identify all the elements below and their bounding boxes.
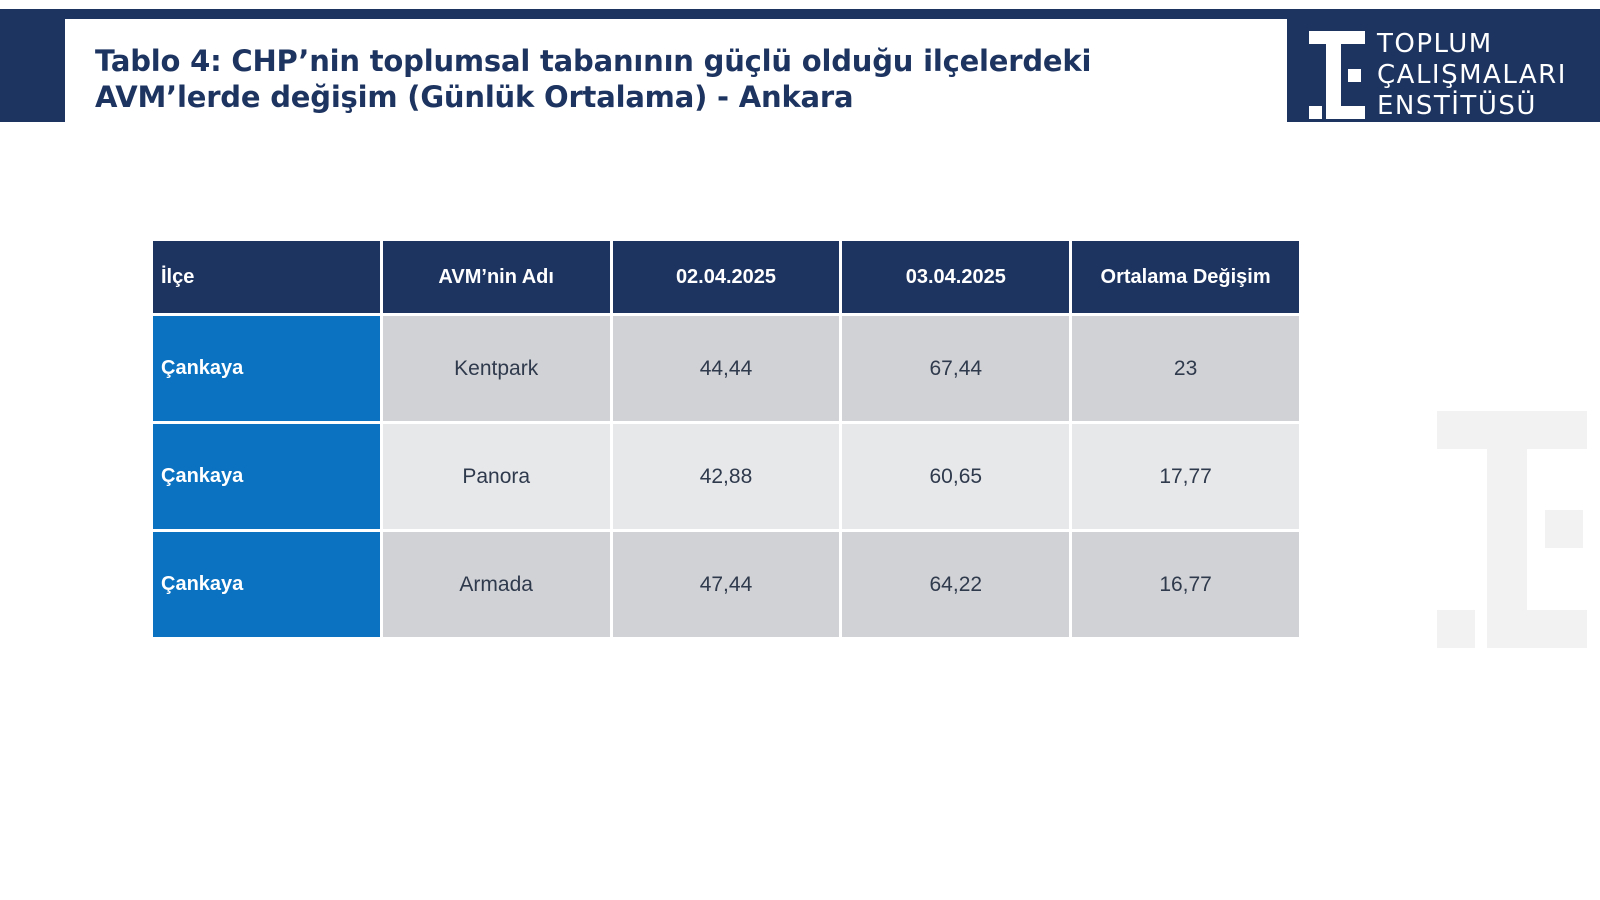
column-header-date-2: 03.04.2025 [839, 238, 1073, 316]
logo-line-1: TOPLUM [1377, 29, 1493, 59]
district-cell: Çankaya [150, 421, 383, 532]
district-cell: Çankaya [150, 529, 383, 640]
column-header-date-1: 02.04.2025 [609, 238, 843, 316]
date-1-value-cell: 47,44 [609, 529, 843, 640]
mall-name-cell: Armada [379, 529, 613, 640]
page-title-line-2: AVM’lerde değişim (Günlük Ortalama) - An… [95, 80, 854, 114]
mall-name-cell: Kentpark [379, 313, 613, 424]
column-header-district: İlçe [150, 238, 383, 316]
average-change-cell: 17,77 [1069, 421, 1302, 532]
average-change-cell: 16,77 [1069, 529, 1302, 640]
mall-name-cell: Panora [379, 421, 613, 532]
date-2-value-cell: 60,65 [839, 421, 1073, 532]
table-row: Çankaya Kentpark 44,44 67,44 23 [150, 313, 1302, 424]
average-change-cell: 23 [1069, 313, 1302, 424]
district-cell: Çankaya [150, 313, 383, 424]
table-header-row: İlçe AVM’nin Adı 02.04.2025 03.04.2025 O… [150, 238, 1302, 316]
column-header-change: Ortalama Değişim [1069, 238, 1302, 316]
table-row: Çankaya Panora 42,88 60,65 17,77 [150, 421, 1302, 532]
date-1-value-cell: 44,44 [609, 313, 843, 424]
table-row: Çankaya Armada 47,44 64,22 16,77 [150, 529, 1302, 640]
institute-name: TOPLUM ÇALIŞMALARI ENSTİTÜSÜ [1377, 29, 1567, 122]
title-box: Tablo 4: CHP’nin toplumsal tabanının güç… [65, 19, 1287, 130]
column-header-mall: AVM’nin Adı [379, 238, 613, 316]
logo-line-2: ÇALIŞMALARI [1377, 60, 1567, 90]
header-bar: Tablo 4: CHP’nin toplumsal tabanının güç… [0, 9, 1600, 130]
date-2-value-cell: 64,22 [839, 529, 1073, 640]
logo-line-3: ENSTİTÜSÜ [1377, 91, 1537, 121]
institute-logo: TOPLUM ÇALIŞMALARI ENSTİTÜSÜ [1309, 29, 1589, 121]
mall-change-table: İlçe AVM’nin Adı 02.04.2025 03.04.2025 O… [150, 238, 1302, 640]
date-2-value-cell: 67,44 [839, 313, 1073, 424]
institute-logo-icon [1309, 31, 1365, 119]
page-title-line-1: Tablo 4: CHP’nin toplumsal tabanının güç… [95, 44, 1092, 78]
date-1-value-cell: 42,88 [609, 421, 843, 532]
institute-watermark-icon [1437, 411, 1587, 648]
